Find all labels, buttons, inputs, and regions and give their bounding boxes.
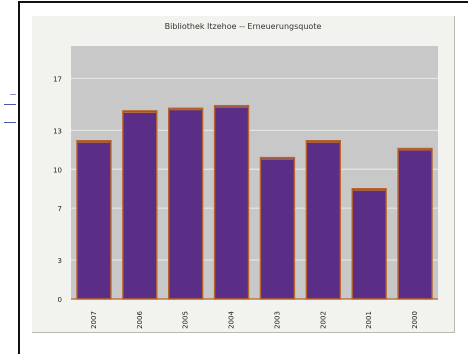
y-tick-label: 10: [53, 166, 62, 174]
y-tick-label: 13: [53, 127, 62, 135]
marker-tick: [10, 94, 16, 95]
marker-dash: [4, 104, 16, 105]
y-tick-label: 17: [53, 75, 62, 83]
x-tick-label: 2001: [365, 311, 373, 329]
bar: [259, 156, 296, 300]
x-tick-label: 2006: [136, 311, 144, 329]
bar: [122, 110, 158, 300]
bar: [351, 188, 387, 300]
x-tick-label: 2004: [228, 311, 236, 329]
x-tick-label: 2000: [411, 311, 419, 329]
x-tick-label: 2007: [90, 311, 98, 329]
bar: [213, 104, 250, 300]
page-marker: [4, 94, 16, 128]
y-tick-label: 3: [58, 257, 62, 265]
y-tick-label: 7: [58, 205, 62, 213]
bar: [168, 107, 204, 300]
x-tick-label: 2005: [182, 311, 190, 329]
bar: [76, 140, 112, 300]
marker-dash: [4, 122, 16, 123]
x-tick-label: 2003: [273, 311, 281, 329]
bar: [397, 147, 433, 300]
bar: [305, 140, 341, 300]
y-tick-label: 0: [58, 296, 62, 304]
chart-title: Bibliothek Itzehoe -- Erneuerungsquote: [164, 22, 322, 31]
x-tick-label: 2002: [319, 311, 327, 329]
